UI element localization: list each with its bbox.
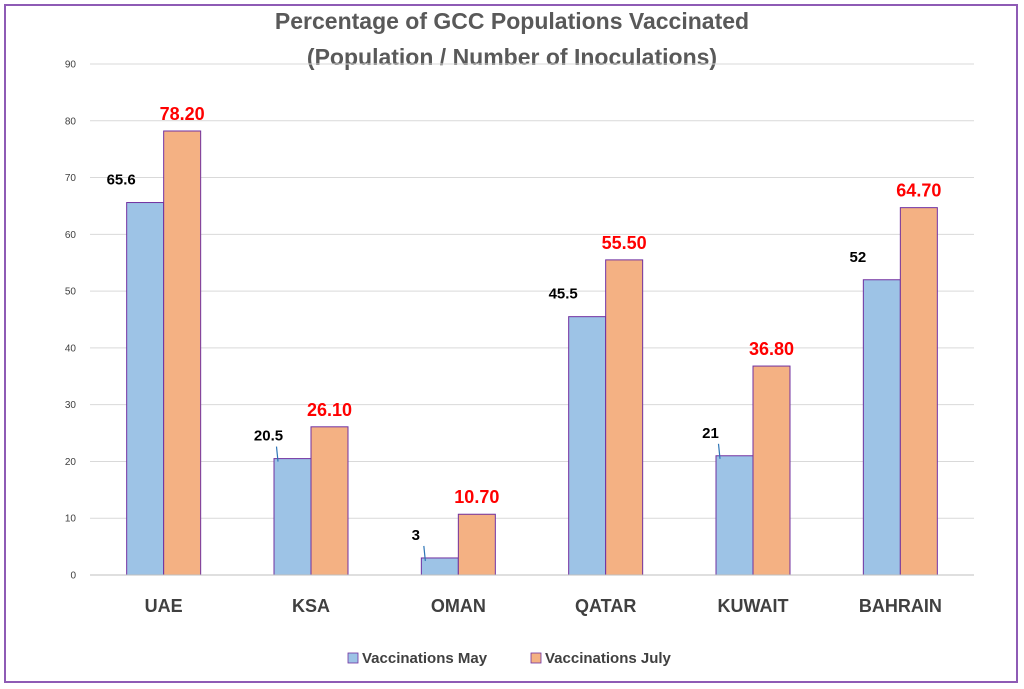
data-label: 36.80 — [749, 339, 794, 359]
bar — [715, 455, 754, 576]
data-label: 65.6 — [107, 172, 136, 189]
y-tick-label: 40 — [65, 343, 77, 354]
bars — [126, 130, 938, 576]
y-tick-label: 60 — [65, 230, 77, 241]
bar — [605, 259, 644, 576]
bar — [126, 202, 165, 576]
legend-swatch — [347, 652, 359, 664]
bar — [899, 207, 938, 576]
y-tick-label: 30 — [65, 400, 77, 411]
x-category-label: OMAN — [431, 596, 486, 616]
bar — [420, 557, 459, 576]
x-axis: UAE KSA OMAN QATAR KUWAIT BAHRAIN — [90, 574, 974, 616]
x-category-label: BAHRAIN — [859, 596, 942, 616]
bar — [862, 279, 901, 576]
y-tick-label: 20 — [65, 457, 77, 468]
y-axis: 0 10 20 30 40 50 60 70 80 90 — [65, 60, 77, 582]
y-tick-label: 50 — [65, 287, 77, 298]
leader-line — [423, 545, 426, 562]
data-label: 10.70 — [454, 487, 499, 507]
legend: Vaccinations May Vaccinations July — [347, 650, 672, 667]
y-tick-label: 90 — [65, 60, 77, 71]
legend-label: Vaccinations July — [545, 650, 672, 667]
bar — [163, 130, 202, 576]
y-tick-label: 70 — [65, 173, 77, 184]
bar — [310, 426, 349, 576]
data-label: 45.5 — [549, 286, 578, 303]
leader-line — [275, 446, 279, 462]
x-category-label: UAE — [145, 596, 183, 616]
leader-line — [717, 443, 721, 459]
chart-subtitle: (Population / Number of Inoculations) — [306, 44, 718, 70]
bar — [752, 365, 791, 576]
data-label: 52 — [849, 249, 866, 266]
chart-title: Percentage of GCC Populations Vaccinated — [274, 8, 750, 34]
bar — [457, 513, 496, 576]
data-label: 26.10 — [307, 400, 352, 420]
y-tick-label: 10 — [65, 514, 77, 525]
legend-swatch — [530, 652, 542, 664]
data-label: 55.50 — [602, 233, 647, 253]
data-label: 3 — [412, 527, 420, 544]
data-label: 20.5 — [254, 428, 283, 445]
y-tick-label: 0 — [70, 571, 76, 582]
y-tick-label: 80 — [65, 116, 77, 127]
x-category-label: KSA — [292, 596, 330, 616]
data-label: 21 — [702, 425, 719, 442]
bar — [273, 458, 312, 576]
x-category-label: QATAR — [575, 596, 636, 616]
gridlines — [90, 63, 974, 576]
data-label: 78.20 — [160, 104, 205, 124]
x-category-label: KUWAIT — [718, 596, 789, 616]
data-label: 64.70 — [896, 181, 941, 201]
bar — [568, 316, 607, 576]
legend-label: Vaccinations May — [362, 650, 488, 667]
data-labels: 65.6 78.20 20.5 26.10 3 10.70 45.5 55.50 21 36.80… — [107, 104, 941, 562]
